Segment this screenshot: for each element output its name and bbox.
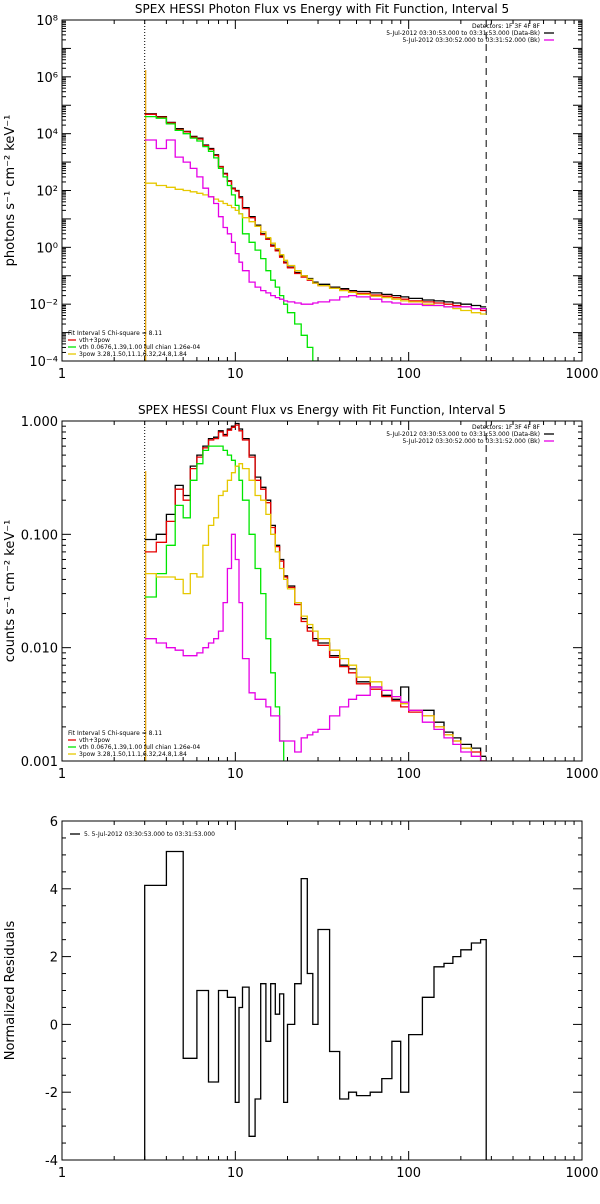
chart-panel-1: SPEX HESSI Photon Flux vs Energy with Fi… (3, 2, 599, 382)
series-line-4 (144, 463, 487, 761)
x-tick-label: 1000 (565, 1166, 598, 1181)
y-tick-label: 4 (50, 883, 58, 898)
x-tick-label: 10 (227, 367, 244, 382)
legend-entry: 3pow 3.28,1.50,11.1,6.32,24.8,1.84 (79, 351, 187, 358)
y-tick-label: 10⁻² (29, 298, 58, 313)
series-line-5 (144, 139, 487, 310)
x-tick-label: 100 (396, 1166, 421, 1181)
legend-entry: Fit Interval 5 Chi-square = 8.11 (68, 330, 162, 337)
chart-panel-3: Normalized Residuals 1 10 100 1000 -4 -2 0 2 4 6 5.… (3, 815, 599, 1181)
legend-entry: Detectors: 1F 3F 4F 8F (472, 23, 541, 30)
y-tick-label: 10⁴ (36, 128, 58, 143)
y-tick-label: 0.001 (21, 755, 58, 770)
x-tick-label: 1 (58, 1166, 66, 1181)
series-line-2 (144, 113, 487, 312)
legend-entry: Detectors: 1F 3F 4F 8F (472, 424, 541, 431)
plot-frame (61, 19, 583, 362)
y-tick-label: 10⁶ (36, 71, 58, 86)
legend-entry: vth 0.0676,1.39,1.00 full chian 1.26e-04 (79, 344, 200, 351)
series-line-1 (144, 850, 487, 1160)
series-line-3 (144, 445, 285, 761)
legend-entry: 3pow 3.28,1.50,11.1,6.32,24.8,1.84 (79, 751, 187, 758)
y-tick-label: 0 (50, 1018, 58, 1033)
plot-frame (61, 820, 583, 1161)
x-tick-label: 100 (396, 767, 421, 782)
series-line-1 (144, 113, 487, 308)
legend-entry: vth+3pow (79, 337, 110, 344)
legend-entry: 5. 5-Jul-2012 03:30:53.000 to 03:31:53.0… (84, 831, 215, 838)
y-tick-label: 10⁸ (36, 14, 58, 29)
y-tick-label: 0.010 (21, 642, 58, 657)
x-tick-label: 10 (227, 767, 244, 782)
y-tick-label: 6 (50, 815, 58, 830)
y-tick-label: 1.000 (21, 415, 58, 430)
y-tick-label: 0.100 (21, 528, 58, 543)
chart-title: SPEX HESSI Photon Flux vs Energy with Fi… (135, 2, 509, 16)
legend-entry: 5-Jul-2012 03:30:52.000 to 03:31:52.000 … (402, 438, 540, 445)
y-axis-label: Normalized Residuals (3, 921, 18, 1061)
y-tick-label: 10⁰ (36, 241, 58, 256)
x-tick-label: 1000 (565, 367, 598, 382)
x-tick-label: 1000 (565, 767, 598, 782)
y-axis-label: photons s⁻¹ cm⁻² keV⁻¹ (3, 115, 18, 267)
legend-entry: 5-Jul-2012 03:30:53.000 to 03:31:53.000 … (386, 431, 540, 438)
chart-panel-2: SPEX HESSI Count Flux vs Energy with Fit… (3, 403, 599, 782)
x-tick-label: 1 (58, 367, 66, 382)
y-tick-label: 10² (36, 185, 58, 200)
series-line-2 (144, 424, 487, 761)
legend-entry: 5-Jul-2012 03:30:53.000 to 03:31:53.000 … (386, 30, 540, 37)
x-tick-label: 1 (58, 767, 66, 782)
y-axis-label: counts s⁻¹ cm⁻² keV⁻¹ (3, 520, 18, 663)
y-tick-label: -4 (45, 1154, 58, 1169)
y-tick-label: -2 (45, 1086, 58, 1101)
series-line-5 (144, 533, 487, 761)
plot-frame (61, 420, 583, 762)
y-tick-label: 10⁻⁴ (29, 355, 58, 370)
chart-title: SPEX HESSI Count Flux vs Energy with Fit… (138, 403, 506, 417)
legend-entry: vth+3pow (79, 737, 110, 744)
series-line-4 (144, 182, 487, 315)
series-line-1 (144, 422, 487, 757)
y-tick-label: 2 (50, 951, 58, 966)
legend-entry: 5-Jul-2012 03:30:52.000 to 03:31:52.000 … (402, 37, 540, 44)
x-tick-label: 10 (227, 1166, 244, 1181)
legend-entry: Fit Interval 5 Chi-square = 8.11 (68, 730, 162, 737)
x-tick-label: 100 (396, 367, 421, 382)
legend-entry: vth 0.0676,1.39,1.00 full chian 1.26e-04 (79, 744, 200, 751)
series-line-3 (144, 115, 318, 361)
